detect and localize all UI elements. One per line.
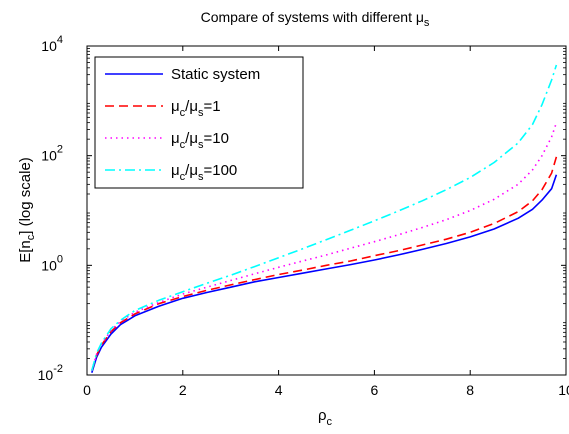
series-group <box>91 64 558 373</box>
series-line-4 <box>91 64 558 371</box>
x-axis-label: ρc <box>318 407 333 428</box>
legend-box <box>94 56 304 189</box>
axes-frame <box>86 45 567 376</box>
axes <box>86 45 567 376</box>
series-line-3 <box>91 122 558 371</box>
legend-entry-label: μc/μs=100 <box>171 162 237 183</box>
tick-labels: 0 2 4 6 8 10 10-2 100 102 104 <box>38 34 569 398</box>
x-tick-label: 8 <box>466 382 474 398</box>
x-tick-label: 6 <box>371 382 379 398</box>
legend-entry-label: μc/μs=10 <box>171 130 229 151</box>
x-tick-label: 2 <box>179 382 187 398</box>
chart-title: Compare of systems with different μs <box>201 9 430 29</box>
y-axis-label: E[nc] (log scale) <box>17 157 37 263</box>
y-tick-label: 10-2 <box>38 363 63 383</box>
x-tick-label: 10 <box>558 382 569 398</box>
legend-entry-label: Static system <box>171 66 260 83</box>
y-tick-label: 100 <box>41 253 63 273</box>
x-tick-label: 4 <box>275 382 283 398</box>
legend: Static system μc/μs=1 μc/μs=10 μc/μs=100 <box>94 56 304 189</box>
legend-entry-label: μc/μs=1 <box>171 98 221 119</box>
y-tick-label: 104 <box>41 34 63 54</box>
series-line-1 <box>91 174 558 373</box>
y-tick-label: 102 <box>41 144 63 164</box>
x-tick-label: 0 <box>83 382 91 398</box>
series-line-2 <box>91 156 558 371</box>
